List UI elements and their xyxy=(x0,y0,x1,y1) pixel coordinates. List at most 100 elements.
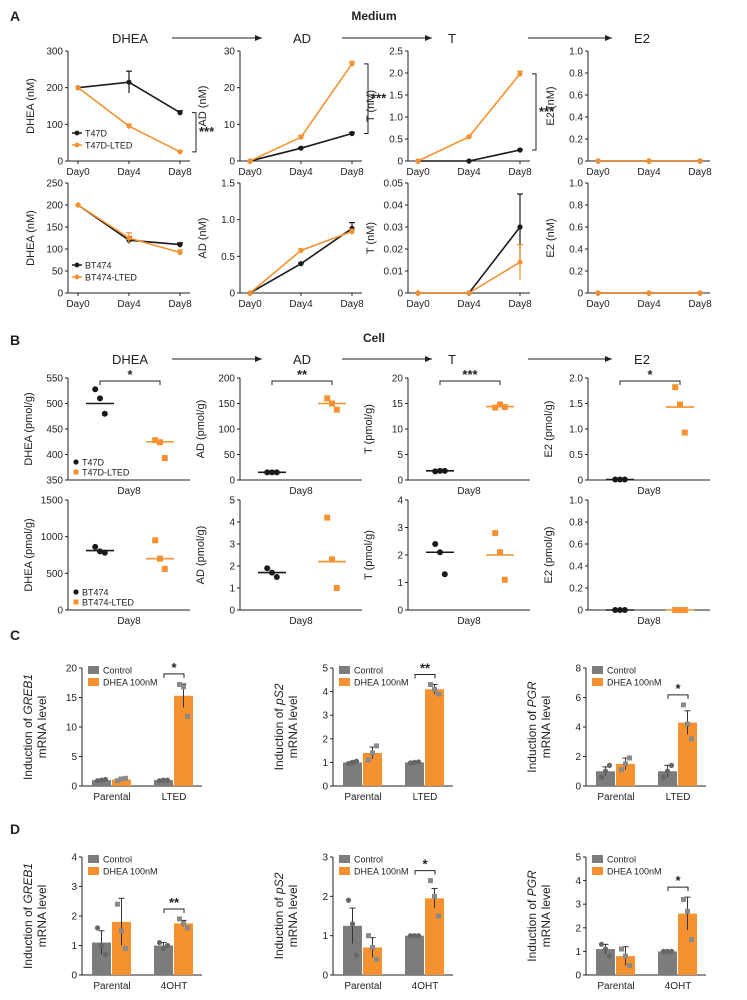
flow-cell-ad: AD xyxy=(293,352,311,367)
bar xyxy=(363,947,382,975)
y-tick-label: 15 xyxy=(392,399,404,410)
data-point xyxy=(432,541,439,547)
bar xyxy=(405,935,424,975)
bar xyxy=(343,925,362,975)
x-axis-label: Day8 xyxy=(637,486,661,497)
data-point xyxy=(97,395,103,402)
x-axis-label: Day8 xyxy=(289,616,313,627)
data-point xyxy=(595,158,601,164)
y-tick-label: 250 xyxy=(46,179,63,190)
x-axis-label: Day8 xyxy=(457,616,481,627)
y-tick-label: 0 xyxy=(229,476,235,487)
b4-ylabel: E2 (pmol/g) xyxy=(543,401,555,458)
y-tick-label: 5 xyxy=(229,496,235,507)
x-tick-label: 4OHT xyxy=(412,981,439,992)
data-point xyxy=(185,925,190,931)
y-tick-label: 150 xyxy=(46,223,63,234)
y-tick-label: 2.0 xyxy=(569,374,583,385)
y-tick-label: 1 xyxy=(575,947,581,958)
data-point xyxy=(101,549,108,556)
legend-swatch xyxy=(88,867,99,875)
legend-marker xyxy=(73,459,79,465)
y-tick-label: 1 xyxy=(322,931,328,942)
y-tick-label: 100 xyxy=(46,120,63,131)
b1-group-1 xyxy=(146,437,174,462)
y-tick-label: 100 xyxy=(218,425,235,436)
b2-group-0 xyxy=(258,469,286,476)
legend-label: Control xyxy=(103,666,132,676)
data-point xyxy=(247,290,253,296)
data-point xyxy=(441,571,448,578)
ylabel-gene: GREB1 xyxy=(21,863,35,904)
legend-marker xyxy=(73,599,79,605)
data-point xyxy=(94,778,101,784)
x-tick-label: Day0 xyxy=(66,299,90,310)
data-point xyxy=(102,951,109,957)
data-point xyxy=(432,893,437,899)
bar xyxy=(343,762,362,786)
data-point xyxy=(126,235,132,241)
a7-axes: 0 0.01 0.02 0.03 0.04 0.05 xyxy=(384,179,530,300)
legend-label: T47D xyxy=(82,458,105,468)
data-point xyxy=(606,953,613,959)
y-tick-label: 2 xyxy=(575,752,581,763)
d3-ylabel: Induction of PGR xyxy=(525,870,539,962)
ylabel-gene: GREB1 xyxy=(21,674,35,715)
data-point xyxy=(501,576,508,583)
data-point xyxy=(247,158,253,164)
y-tick-label: 20 xyxy=(392,374,404,385)
x-tick-label: LTED xyxy=(413,792,438,803)
y-tick-label: 0.8 xyxy=(569,518,583,529)
y-tick-label: 10 xyxy=(66,723,78,734)
y-tick-label: 2 xyxy=(575,923,581,934)
legend-label: DHEA 100nM xyxy=(354,867,409,877)
y-tick-label: 4 xyxy=(71,853,77,864)
legend-label: DHEA 100nM xyxy=(103,867,158,877)
x-tick-label: Parental xyxy=(597,792,634,803)
data-point xyxy=(349,921,356,927)
legend-swatch xyxy=(339,855,350,863)
y-tick-label: 300 xyxy=(46,47,63,58)
data-point xyxy=(264,565,271,572)
x-tick-label: Day0 xyxy=(238,299,262,310)
y-tick-label: 2 xyxy=(322,734,328,745)
bar xyxy=(112,921,131,975)
bar xyxy=(92,942,111,975)
x-axis-label: Day8 xyxy=(117,486,141,497)
x-tick-label: Day0 xyxy=(406,299,430,310)
b6-axes: 0 1 2 3 4 5 xyxy=(229,496,362,617)
y-tick-label: 0 xyxy=(575,971,581,982)
data-point xyxy=(621,476,628,483)
data-point xyxy=(623,761,628,767)
y-tick-label: 0.6 xyxy=(569,91,583,102)
b3-group-1 xyxy=(486,401,514,411)
data-point xyxy=(157,439,163,446)
y-tick-label: 3 xyxy=(575,900,581,911)
data-point xyxy=(437,467,443,474)
data-point xyxy=(349,130,355,137)
y-tick-label: 1.0 xyxy=(221,215,235,226)
x-axis-label: Day8 xyxy=(457,486,481,497)
data-point xyxy=(353,952,360,958)
data-point xyxy=(689,736,694,742)
y-tick-label: 0.05 xyxy=(384,179,404,190)
data-point xyxy=(370,750,375,756)
y-tick-label: 1.5 xyxy=(569,399,583,410)
data-point xyxy=(407,760,414,766)
legend-swatch xyxy=(339,678,350,686)
b1-group-0 xyxy=(86,386,114,417)
y-tick-label: 0.8 xyxy=(569,201,583,212)
sig-bracket xyxy=(414,674,436,679)
b7-ylabel: T (pmol/g) xyxy=(363,530,375,580)
y-tick-label: 500 xyxy=(46,399,63,410)
flow-arrow-head xyxy=(425,35,432,41)
a2-ylabel: AD (nM) xyxy=(197,86,209,127)
y-tick-label: 4 xyxy=(322,687,328,698)
sig-label: *** xyxy=(539,104,555,119)
data-point xyxy=(126,123,132,129)
a4-ylabel: E2 (nM) xyxy=(545,86,557,125)
y-tick-label: 1 xyxy=(229,584,235,595)
data-point xyxy=(664,948,671,955)
y-tick-label: 0.5 xyxy=(389,135,403,146)
